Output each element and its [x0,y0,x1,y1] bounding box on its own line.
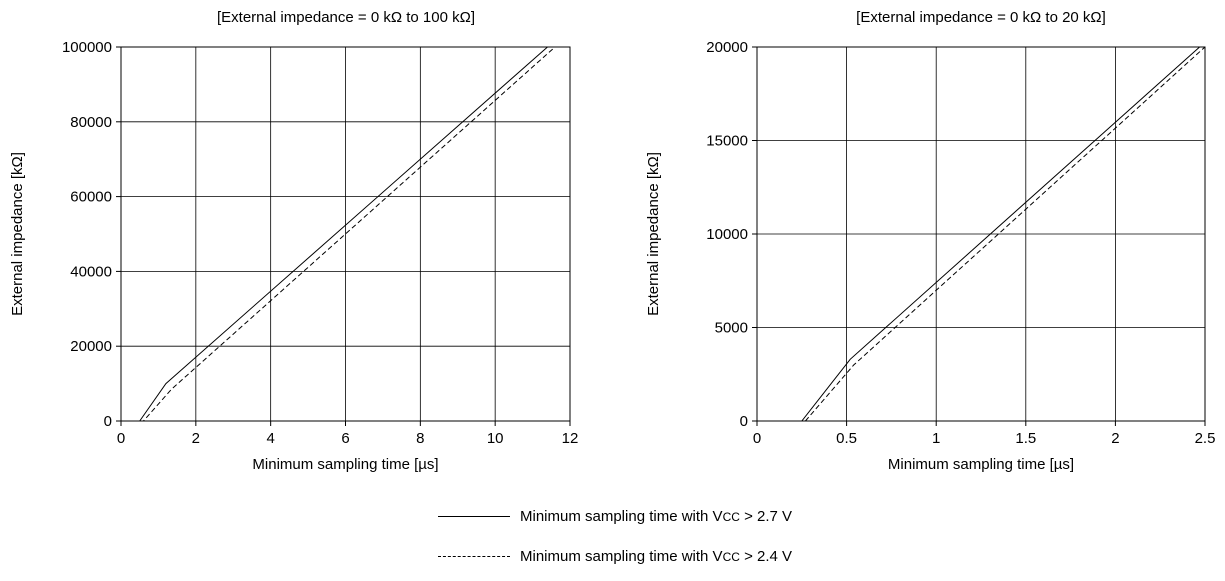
dashed-line-swatch [438,555,510,557]
y-tick-label: 15000 [706,133,748,150]
y-tick-label: 100000 [62,39,112,56]
x-tick-label: 2 [1111,430,1119,447]
legend-solid-text: Minimum sampling time with VCC > 2.7 V [520,508,793,525]
y-tick-label: 40000 [70,263,112,280]
x-tick-label: 0 [753,430,761,447]
series-line-solid [757,46,1200,422]
plot-frame [756,46,1206,422]
y-axis-label: External impedance [kΩ] [645,152,662,316]
x-tick-label: 8 [416,430,424,447]
x-tick-label: 2.5 [1195,430,1216,447]
x-tick-label: 6 [341,430,349,447]
legend-dashed-text: Minimum sampling time with VCC > 2.4 V [520,548,793,565]
chart-2: [External impedance = 0 kΩ to 20 kΩ] 0 0.5… [645,9,1215,473]
legend-item-dashed: Minimum sampling time with VCC > 2.4 V [438,548,792,570]
x-tick-label: 1.5 [1015,430,1036,447]
series-line-dashed [805,46,1206,422]
y-tick-label: 80000 [70,114,112,131]
x-tick-label: 0 [117,430,125,447]
legend-item-solid: Minimum sampling time with VCC > 2.7 V [438,508,792,530]
plot-frame [120,46,571,422]
y-tick-label: 10000 [706,226,748,243]
chart-1: [External impedance = 0 kΩ to 100 kΩ] 0 2 4… [9,9,578,473]
y-tick-label: 60000 [70,189,112,206]
y-tick-label: 20000 [706,39,748,56]
x-tick-label: 2 [192,430,200,447]
y-tick-label: 0 [740,413,748,430]
x-axis-label: Minimum sampling time [µs] [252,456,438,473]
y-tick-label: 20000 [70,338,112,355]
x-axis-label: Minimum sampling time [µs] [888,456,1074,473]
y-tick-label: 5000 [715,320,748,337]
series-line-dashed [139,46,556,422]
chart-title: [External impedance = 0 kΩ to 20 kΩ] [856,9,1106,26]
series-line-solid [139,46,548,422]
chart-title: [External impedance = 0 kΩ to 100 kΩ] [217,9,475,26]
x-tick-label: 10 [487,430,504,447]
y-tick-label: 0 [104,413,112,430]
x-tick-label: 1 [932,430,940,447]
y-axis-label: External impedance [kΩ] [9,152,26,316]
x-tick-label: 0.5 [836,430,857,447]
x-tick-label: 12 [562,430,579,447]
x-tick-label: 4 [266,430,274,447]
solid-line-swatch [438,515,510,517]
